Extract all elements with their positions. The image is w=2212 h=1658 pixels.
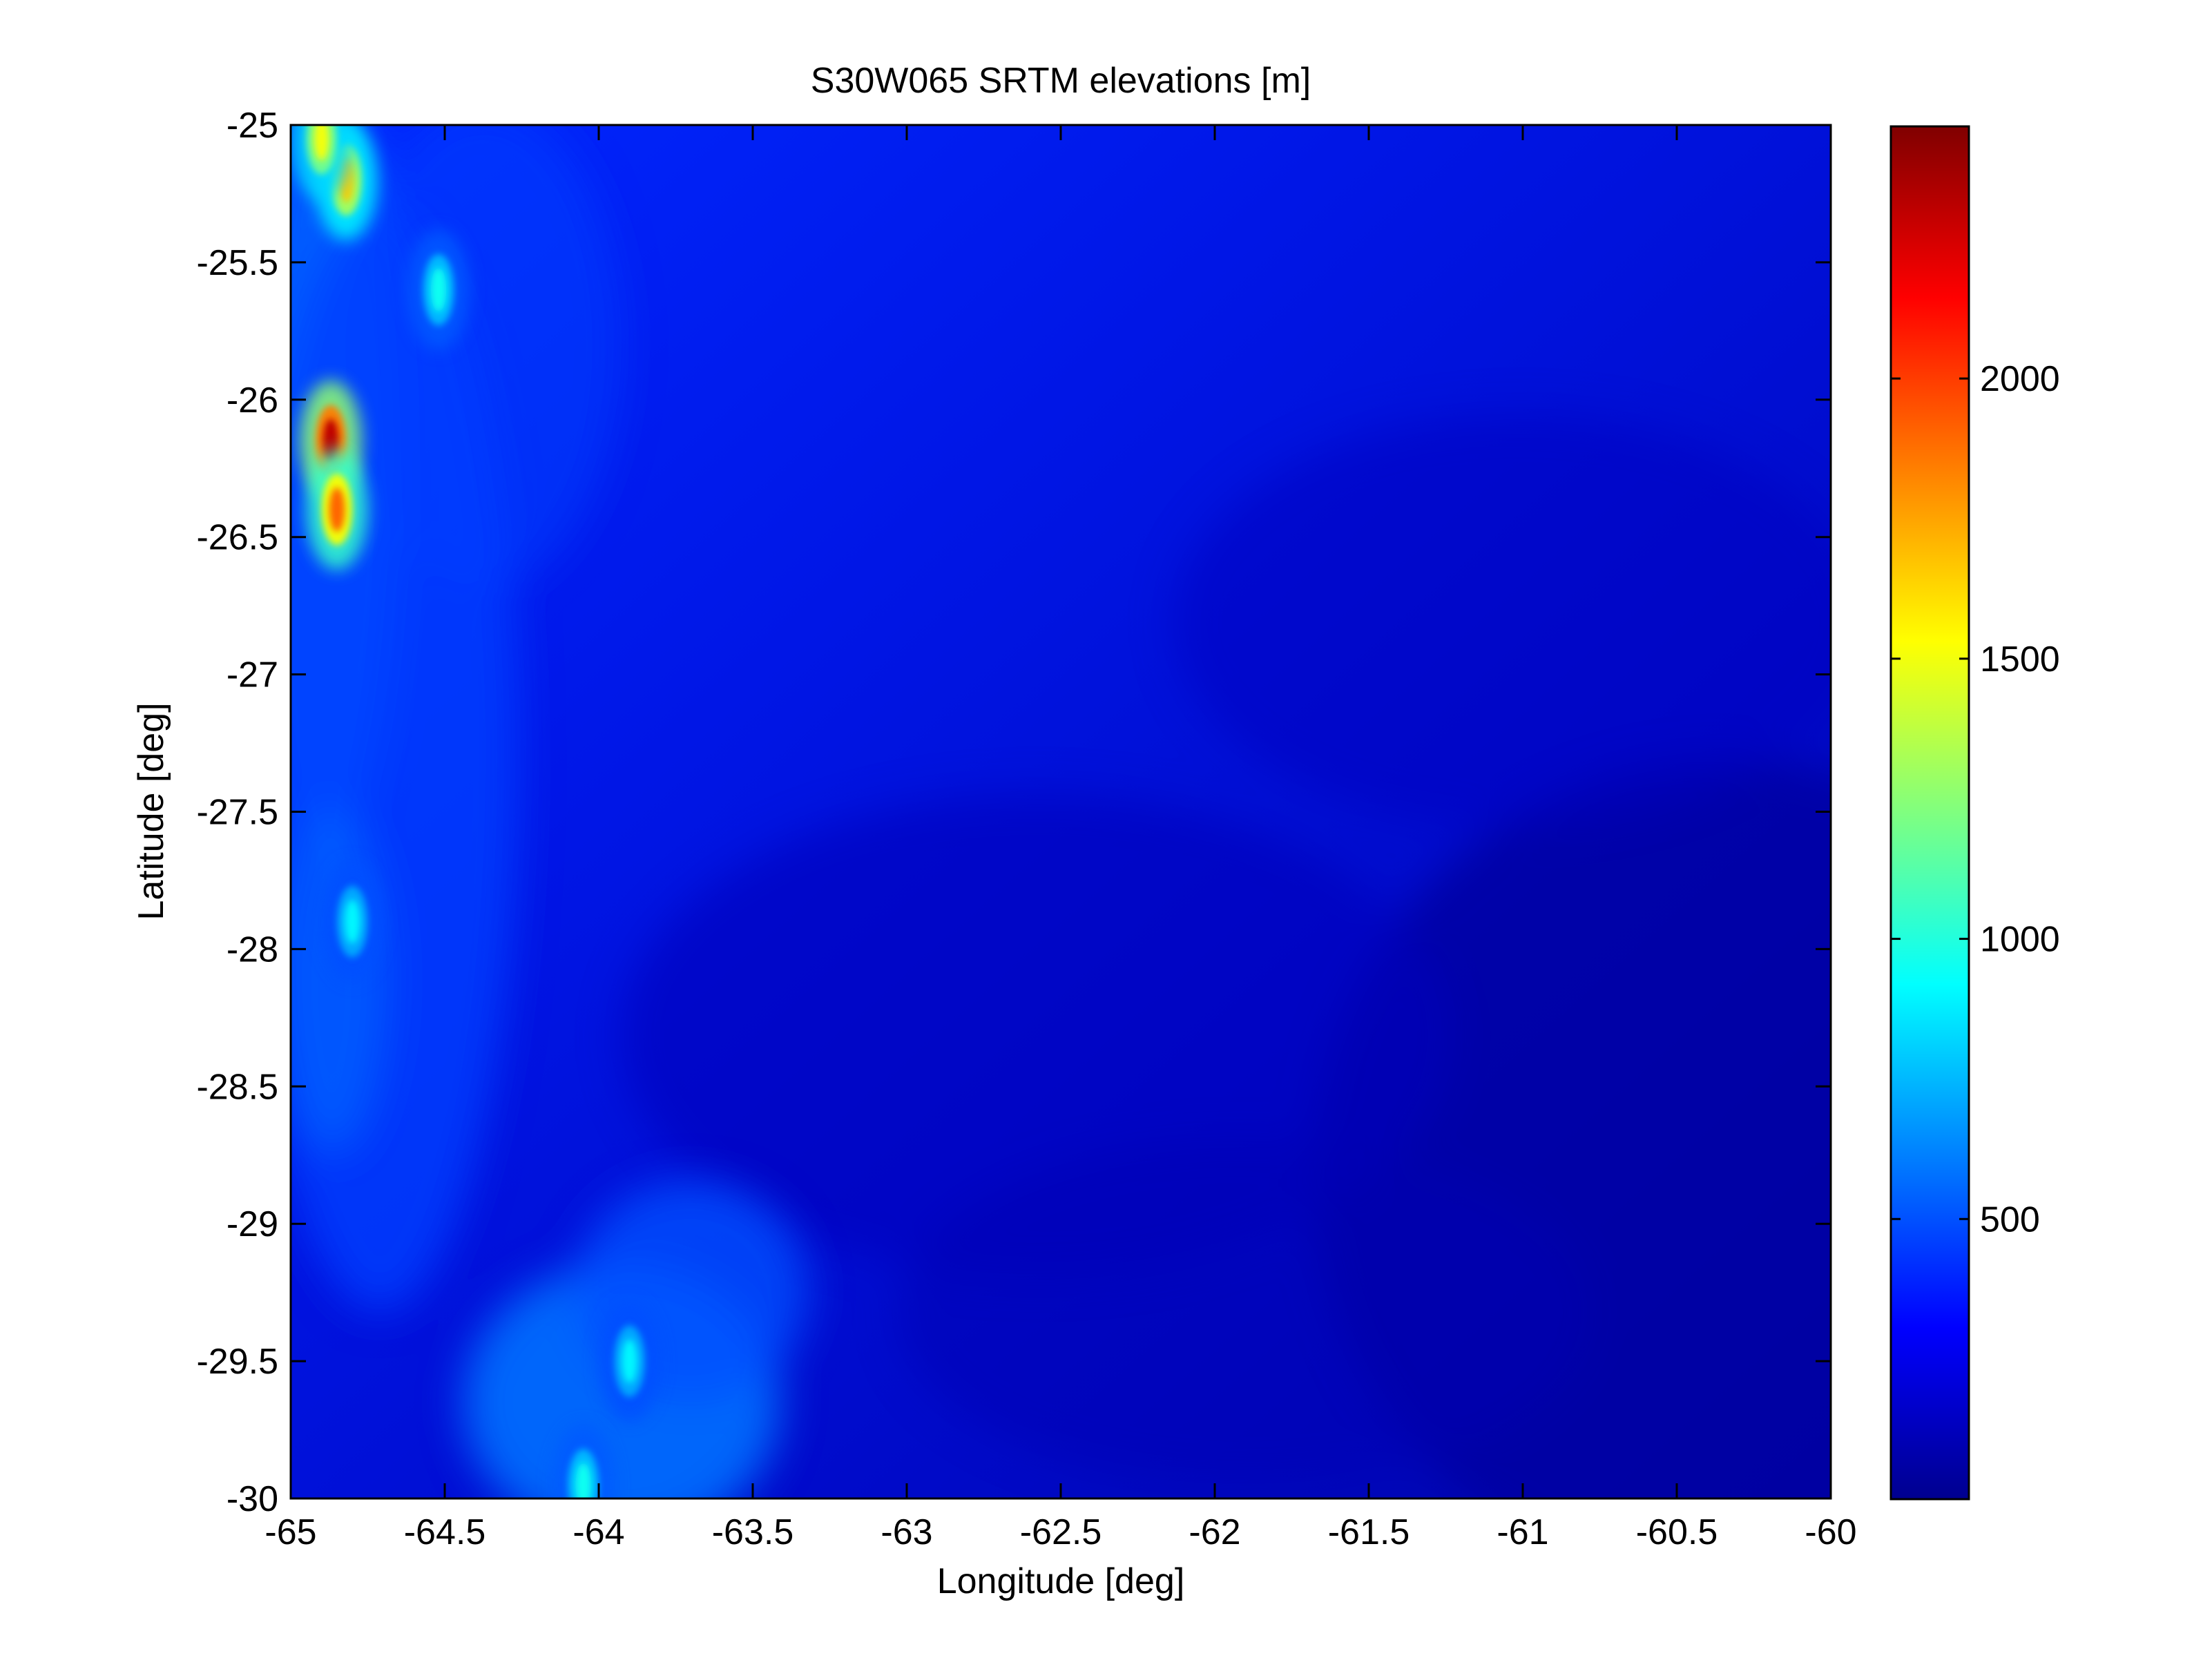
y-tick-label: -27: [227, 655, 278, 695]
x-tick-label: -65: [265, 1512, 316, 1552]
y-ticks: [291, 124, 1831, 1500]
x-tick-label: -62.5: [1020, 1512, 1102, 1552]
relief-features: [291, 125, 661, 1498]
x-tick-labels: -65 -64.5 -64 -63.5 -63 -62.5 -62 -61.5 -61 -60.5…: [265, 1512, 1856, 1552]
x-axis-label: Longitude [deg]: [937, 1561, 1185, 1601]
relief-feature: [599, 1300, 661, 1422]
lowland-shading: [622, 414, 1831, 1498]
y-tick-label: -30: [227, 1479, 278, 1519]
heatmap-area: [291, 125, 1831, 1498]
colorbar-tick-labels: 500 1000 1500 2000: [1980, 359, 2060, 1240]
relief-feature: [291, 125, 353, 200]
x-tick-label: -60.5: [1636, 1512, 1718, 1552]
relief-feature: [552, 1424, 615, 1498]
x-ticks: [289, 125, 1832, 1498]
x-tick-label: -60: [1805, 1512, 1856, 1552]
x-tick-label: -63.5: [712, 1512, 794, 1552]
y-tick-label: -28.5: [196, 1067, 278, 1107]
y-axis: -25 -25.5 -26 -26.5 -27 -27.5 -28 -28.5 -29 -29.5…: [196, 106, 1831, 1519]
x-tick-label: -61: [1497, 1512, 1548, 1552]
y-tick-label: -28: [227, 929, 278, 970]
y-tick-label: -29.5: [196, 1342, 278, 1382]
x-tick-label: -64.5: [404, 1512, 486, 1552]
y-tick-label: -27.5: [196, 793, 278, 833]
colorbar-tick-label: 2000: [1980, 359, 2060, 399]
y-axis-label: Latitude [deg]: [131, 702, 171, 920]
relief-feature: [306, 449, 368, 570]
x-tick-label: -61.5: [1328, 1512, 1410, 1552]
relief-feature: [407, 229, 470, 351]
y-tick-label: -29: [227, 1204, 278, 1244]
x-tick-label: -63: [881, 1512, 932, 1552]
colorbar-ticks: [1891, 377, 1969, 1220]
relief-peak: [622, 1339, 637, 1383]
colorbar-tick-label: 1000: [1980, 920, 2060, 960]
chart-title: S30W065 SRTM elevations [m]: [811, 61, 1311, 101]
colorbar-gradient: [1889, 125, 1970, 1501]
x-tick-label: -64: [573, 1512, 624, 1552]
relief-peak: [430, 267, 447, 312]
x-axis: -65 -64.5 -64 -63.5 -63 -62.5 -62 -61.5 -61 -60.5…: [265, 125, 1857, 1552]
colorbar: 500 1000 1500 2000: [1889, 125, 2060, 1501]
colorbar-tick-label: 1500: [1980, 639, 2060, 679]
y-tick-label: -26.5: [196, 518, 278, 558]
relief-peak: [345, 899, 360, 944]
relief-peak: [314, 125, 329, 161]
y-tick-label: -25: [227, 106, 278, 146]
relief-peak: [329, 488, 345, 532]
y-tick-labels: -25 -25.5 -26 -26.5 -27 -27.5 -28 -28.5 -29 -29.5…: [196, 106, 278, 1519]
relief-peak: [575, 1463, 591, 1498]
x-tick-label: -62: [1189, 1512, 1240, 1552]
y-tick-label: -26: [227, 380, 278, 421]
colorbar-tick-label: 500: [1980, 1199, 2040, 1240]
relief-feature: [321, 861, 383, 983]
y-tick-label: -25.5: [196, 243, 278, 283]
